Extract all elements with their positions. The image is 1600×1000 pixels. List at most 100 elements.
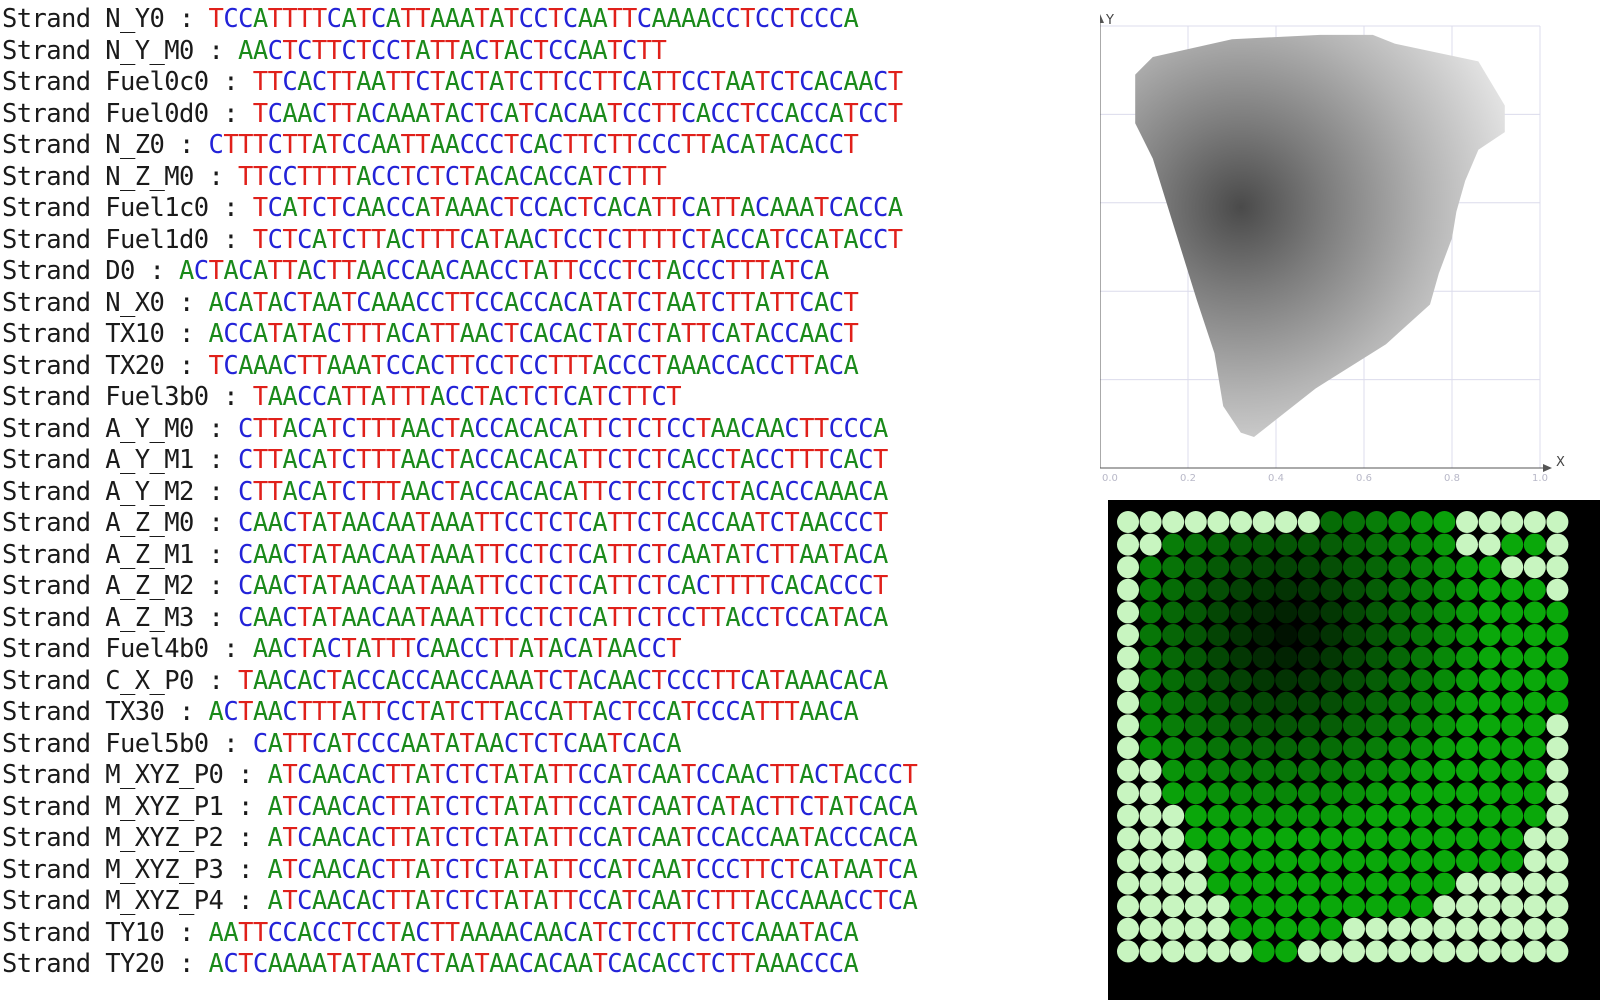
- led-dot: [1230, 759, 1252, 782]
- led-dot: [1501, 669, 1524, 692]
- led-dot: [1478, 669, 1501, 692]
- led-dot: [1388, 533, 1411, 556]
- strand-row: Strand A_Y_M0 : CTTACATCTTTAACTACCACACAT…: [2, 414, 1077, 446]
- led-grid: [1108, 500, 1600, 1000]
- strand-sequence: CAACTATAACAATAAATTCCTCTCATTCTCAATATCTTAA…: [238, 539, 888, 570]
- led-dot: [1388, 601, 1411, 624]
- strand-sequence: TCAAACTTAAATCCACTTCCTCCTTTACCCTAAACCACCT…: [208, 350, 859, 381]
- led-dot: [1139, 691, 1162, 714]
- strand-row: Strand N_Z_M0 : TTCCTTTTACCTCTCTACACACCA…: [2, 162, 1077, 194]
- led-dot: [1546, 917, 1569, 940]
- led-dot: [1297, 691, 1320, 714]
- led-dot: [1162, 917, 1185, 940]
- led-dot: [1320, 850, 1343, 872]
- led-dot: [1230, 895, 1252, 918]
- led-dot: [1207, 917, 1230, 940]
- led-dot: [1297, 533, 1320, 556]
- strand-sequence: ACTAACTTTATTCCTATCTTACCATTACTCCATCCCATTT…: [208, 697, 859, 727]
- led-dot: [1546, 556, 1569, 579]
- led-dot: [1456, 804, 1478, 827]
- led-dot: [1433, 872, 1456, 895]
- led-dot: [1230, 872, 1252, 895]
- led-dot: [1523, 940, 1546, 963]
- led-dot: [1523, 533, 1546, 556]
- led-dot: [1546, 624, 1569, 646]
- led-dot: [1207, 646, 1230, 669]
- led-dot: [1184, 895, 1207, 918]
- led-dot: [1162, 714, 1185, 737]
- led-dot: [1456, 669, 1478, 692]
- led-dot: [1252, 759, 1275, 782]
- strand-sequence: CAACTATAACAATAAATTCCTCTCATTCTCACTTTTCACA…: [238, 571, 888, 601]
- led-dot: [1139, 714, 1162, 737]
- led-dot: [1297, 804, 1320, 827]
- led-dot: [1433, 624, 1456, 646]
- led-dot: [1252, 804, 1275, 827]
- led-dot: [1343, 669, 1365, 692]
- strand-sequence: CATTCATCCCAATATAACTCTCAATCACA: [252, 728, 682, 759]
- led-dot: [1433, 646, 1456, 669]
- led-dot: [1184, 872, 1207, 895]
- led-dot: [1139, 827, 1162, 850]
- led-dot: [1478, 556, 1501, 579]
- led-dot: [1410, 737, 1433, 759]
- strand-sequence: TTCCTTTTACCTCTCTACACACCATCTTT: [238, 161, 667, 192]
- strand-label: Strand Fuel1c0 :: [2, 193, 253, 223]
- led-dot: [1343, 737, 1365, 759]
- led-dot: [1343, 827, 1365, 850]
- led-dot: [1162, 759, 1185, 782]
- led-dot: [1433, 940, 1456, 963]
- led-dot: [1433, 533, 1456, 556]
- led-dot: [1546, 646, 1569, 669]
- led-dot: [1275, 850, 1298, 872]
- led-dot: [1297, 511, 1320, 533]
- led-dot: [1139, 917, 1162, 940]
- led-dot: [1162, 511, 1185, 533]
- strand-label: Strand A_Z_M0 :: [2, 508, 239, 538]
- strand-row: Strand N_Y_M0 : AACTCTTCTCCTATTACTACTCCA…: [2, 36, 1077, 68]
- led-dot: [1478, 511, 1501, 533]
- led-dot: [1162, 646, 1185, 669]
- led-dot: [1433, 578, 1456, 601]
- led-dot: [1433, 827, 1456, 850]
- strand-label: Strand Fuel1d0 :: [2, 224, 253, 255]
- led-dot: [1365, 872, 1388, 895]
- led-dot: [1388, 578, 1411, 601]
- x-tick-label: 0.6: [1356, 473, 1372, 484]
- led-dot: [1343, 895, 1365, 918]
- x-tick-label: 1.0: [1532, 473, 1548, 484]
- led-dot: [1501, 827, 1524, 850]
- led-dot: [1365, 533, 1388, 556]
- strand-label: Strand A_Z_M3 :: [2, 602, 239, 633]
- led-dot: [1546, 533, 1569, 556]
- led-dot: [1433, 601, 1456, 624]
- led-dot: [1320, 917, 1343, 940]
- strand-row: Strand C_X_P0 : TAACACTACCACCAACCAAATCTA…: [2, 666, 1077, 698]
- led-dot: [1117, 850, 1139, 872]
- led-dot: [1207, 669, 1230, 692]
- led-dot: [1433, 737, 1456, 759]
- led-dot: [1207, 737, 1230, 759]
- strand-row: Strand M_XYZ_P3 : ATCAACACTTATCTCTATATTC…: [2, 855, 1077, 887]
- led-dot: [1184, 714, 1207, 737]
- led-dot: [1207, 511, 1230, 533]
- led-dot: [1320, 624, 1343, 646]
- led-dot: [1433, 669, 1456, 692]
- led-dot: [1343, 940, 1365, 963]
- led-dot: [1230, 940, 1252, 963]
- led-dot: [1410, 940, 1433, 963]
- led-dot: [1546, 714, 1569, 737]
- strand-row: Strand Fuel3b0 : TAACCATTATTTACCTACTCTCA…: [2, 382, 1077, 414]
- led-dot: [1523, 624, 1546, 646]
- led-dot: [1139, 872, 1162, 895]
- led-dot: [1365, 646, 1388, 669]
- led-dot: [1523, 714, 1546, 737]
- y-axis-arrow-icon: [1100, 14, 1104, 23]
- x-tick-label: 0.2: [1180, 473, 1196, 484]
- led-dot: [1297, 759, 1320, 782]
- led-dot: [1207, 804, 1230, 827]
- strand-row: Strand Fuel0d0 : TCAACTTACAAATACTCATCACA…: [2, 99, 1077, 131]
- led-dot: [1207, 714, 1230, 737]
- led-dot: [1162, 850, 1185, 872]
- strand-row: Strand Fuel5b0 : CATTCATCCCAATATAACTCTCA…: [2, 729, 1077, 761]
